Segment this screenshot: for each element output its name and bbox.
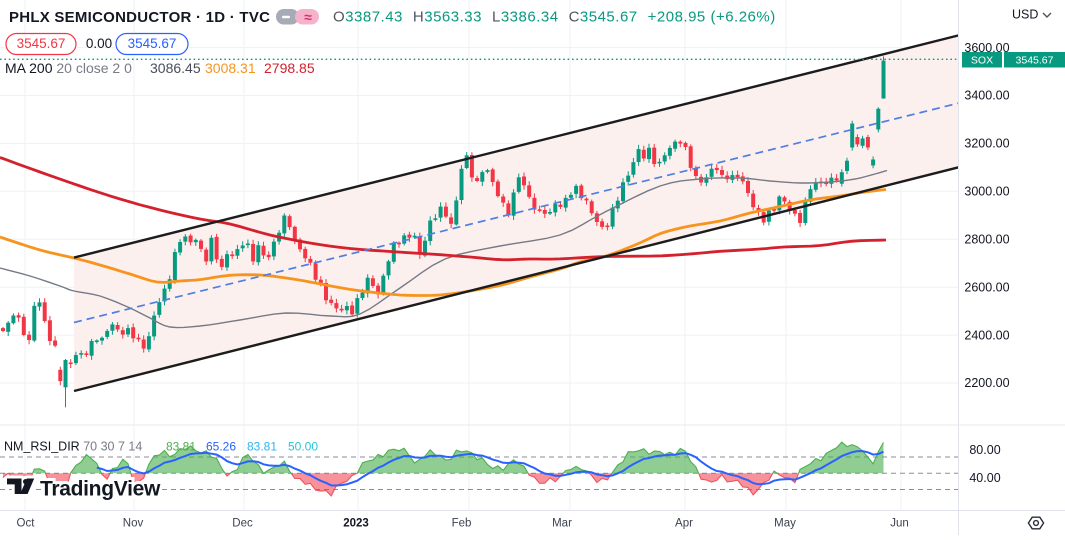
svg-text:3545.67: 3545.67 <box>1016 55 1054 67</box>
svg-text:PHLX SEMICONDUCTOR · 1D · TVC: PHLX SEMICONDUCTOR · 1D · TVC <box>9 9 270 26</box>
svg-text:2400.00: 2400.00 <box>964 328 1009 342</box>
svg-text:≈: ≈ <box>304 9 312 25</box>
svg-text:Feb: Feb <box>452 518 472 530</box>
svg-text:2798.85: 2798.85 <box>264 60 315 76</box>
svg-text:2800.00: 2800.00 <box>964 233 1009 247</box>
svg-text:May: May <box>774 518 796 530</box>
svg-text:MA 200 20 close 2 0: MA 200 20 close 2 0 <box>5 60 132 76</box>
svg-text:50.00: 50.00 <box>288 440 318 454</box>
svg-text:3400.00: 3400.00 <box>964 89 1009 103</box>
svg-text:40.00: 40.00 <box>969 471 1000 485</box>
svg-text:NM_RSI_DIR 70 30 7 14: NM_RSI_DIR 70 30 7 14 <box>4 440 142 454</box>
svg-text:83.81: 83.81 <box>247 440 277 454</box>
svg-text:Mar: Mar <box>552 518 572 530</box>
svg-text:65.26: 65.26 <box>206 440 236 454</box>
svg-text:3000.00: 3000.00 <box>964 185 1009 199</box>
svg-text:TradingView: TradingView <box>40 478 161 501</box>
svg-text:USD: USD <box>1012 8 1038 22</box>
svg-text:Jun: Jun <box>890 518 909 530</box>
svg-text:80.00: 80.00 <box>969 443 1000 457</box>
svg-text:3545.67: 3545.67 <box>17 36 66 51</box>
svg-text:0.00: 0.00 <box>86 36 112 51</box>
svg-text:Nov: Nov <box>123 518 144 530</box>
svg-text:83.81: 83.81 <box>166 440 196 454</box>
svg-text:3008.31: 3008.31 <box>205 60 256 76</box>
svg-text:3200.00: 3200.00 <box>964 137 1009 151</box>
svg-text:Apr: Apr <box>675 518 693 530</box>
svg-text:Oct: Oct <box>17 518 36 530</box>
svg-text:Dec: Dec <box>232 518 253 530</box>
svg-text:SOX: SOX <box>971 55 993 67</box>
svg-text:2200.00: 2200.00 <box>964 376 1009 390</box>
svg-text:2600.00: 2600.00 <box>964 280 1009 294</box>
svg-text:3086.45: 3086.45 <box>150 60 201 76</box>
svg-text:3545.67: 3545.67 <box>128 36 177 51</box>
svg-text:2023: 2023 <box>343 518 369 530</box>
